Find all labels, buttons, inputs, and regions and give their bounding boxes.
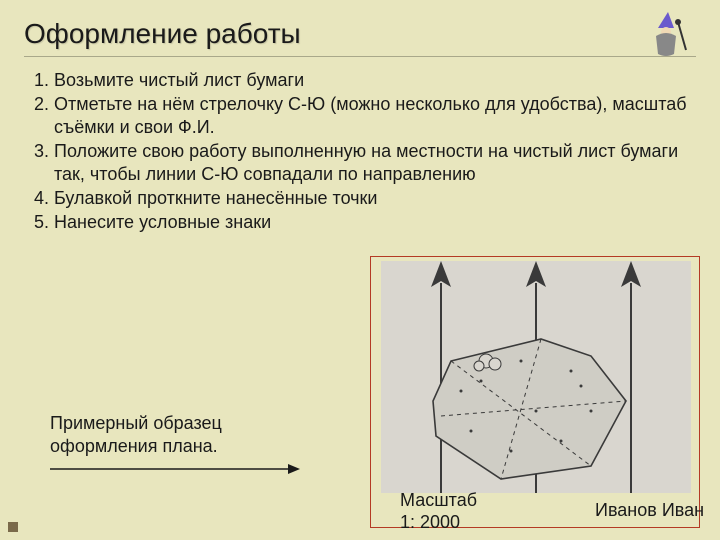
- page-title: Оформление работы: [0, 0, 720, 54]
- plan-diagram: [381, 261, 691, 493]
- signature: Иванов Иван: [595, 500, 704, 521]
- list-item: Отметьте на нём стрелочку С-Ю (можно нес…: [54, 93, 700, 139]
- north-arrow-icon: [621, 261, 641, 493]
- caption-line: Примерный образец: [50, 412, 222, 435]
- example-caption: Примерный образец оформления плана.: [50, 412, 222, 457]
- caption-arrow-icon: [50, 460, 300, 478]
- list-item: Возьмите чистый лист бумаги: [54, 69, 700, 92]
- scale-label: Масштаб 1: 2000: [400, 490, 477, 533]
- corner-marker-icon: [8, 522, 18, 532]
- scale-value: 1: 2000: [400, 512, 477, 534]
- list-item: Булавкой проткните нанесённые точки: [54, 187, 700, 210]
- scale-word: Масштаб: [400, 490, 477, 512]
- list-item: Положите свою работу выполненную на мест…: [54, 140, 700, 186]
- diagram-frame: [370, 256, 700, 528]
- caption-line: оформления плана.: [50, 435, 222, 458]
- list-item: Нанесите условные знаки: [54, 211, 700, 234]
- diagram-paper: [381, 261, 691, 493]
- wizard-icon: [646, 10, 690, 58]
- instruction-list: Возьмите чистый лист бумаги Отметьте на …: [0, 57, 720, 234]
